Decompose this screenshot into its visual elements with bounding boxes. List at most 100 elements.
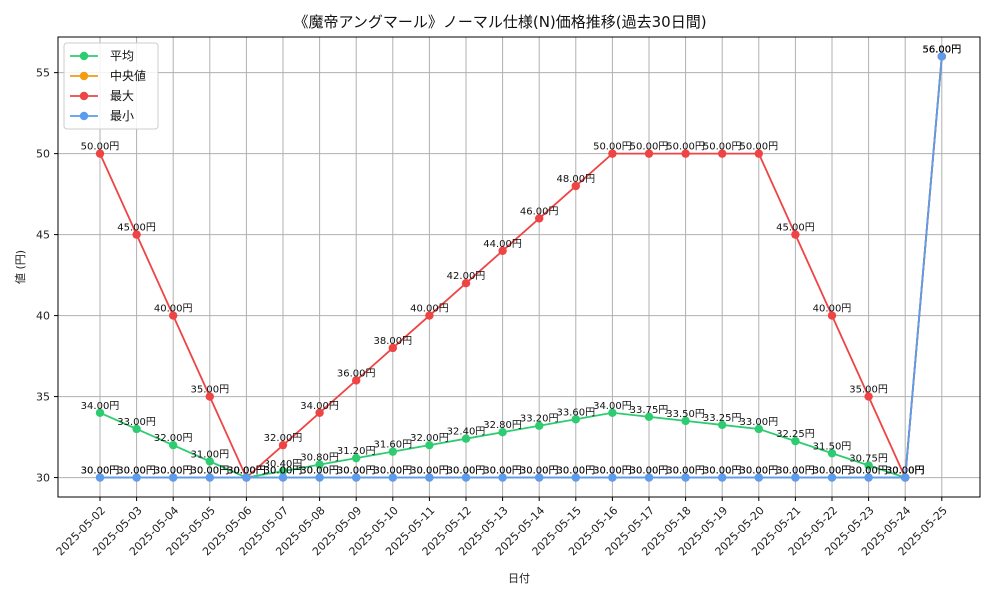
data-label: 38.00円: [373, 336, 412, 347]
legend-item: 中央値: [70, 68, 146, 83]
series-line: [99, 56, 943, 482]
data-label: 56.00円: [922, 44, 961, 55]
data-point: [132, 473, 141, 482]
data-label: 30.00円: [739, 466, 778, 477]
data-label: 40.00円: [410, 304, 449, 315]
data-point: [901, 473, 910, 482]
legend-label: 平均: [110, 49, 134, 63]
data-point: [827, 449, 837, 458]
data-point: [644, 473, 654, 482]
data-label: 46.00円: [520, 206, 559, 217]
data-label: 32.00円: [264, 433, 303, 444]
data-point: [169, 440, 178, 450]
data-label: 50.00円: [703, 142, 742, 153]
data-label: 50.00円: [739, 142, 778, 153]
legend-label: 最小: [110, 109, 134, 123]
data-point: [425, 311, 434, 320]
data-point: [937, 52, 946, 61]
legend-marker: [79, 91, 89, 101]
data-point: [278, 473, 288, 482]
data-label: 33.00円: [117, 417, 156, 428]
data-point: [535, 473, 544, 482]
data-label: 30.00円: [520, 466, 559, 477]
data-point: [498, 428, 507, 437]
legend-item: 平均: [70, 49, 134, 63]
data-point: [754, 424, 763, 434]
data-point: [278, 440, 288, 450]
data-point: [278, 466, 288, 476]
data-point: [315, 460, 324, 469]
legend-box: [63, 42, 159, 130]
data-point: [608, 149, 617, 158]
y-tick-label: 55: [36, 67, 50, 80]
data-point: [315, 408, 324, 417]
data-label: 32.00円: [410, 433, 449, 444]
data-point: [388, 473, 397, 482]
data-label: 30.00円: [630, 466, 669, 477]
data-point: [461, 278, 471, 288]
data-label: 33.60円: [556, 407, 595, 418]
data-label: 30.00円: [337, 466, 376, 477]
data-point: [352, 376, 361, 385]
data-label: 30.00円: [886, 466, 925, 477]
data-label: 30.00円: [227, 466, 266, 477]
data-label: 32.00円: [154, 433, 193, 444]
data-label: 30.00円: [556, 466, 595, 477]
legend-item: 最小: [70, 109, 134, 123]
data-point: [644, 149, 654, 158]
data-point: [608, 408, 617, 417]
legend-item: 最大: [70, 89, 134, 103]
legend-marker: [79, 71, 89, 81]
data-label: 56.00円: [922, 44, 961, 55]
data-label: 56.00円: [922, 44, 961, 55]
data-label: 33.25円: [703, 413, 742, 424]
data-label: 45.00円: [776, 223, 815, 234]
data-label: 50.00円: [666, 142, 705, 153]
data-point: [352, 453, 361, 463]
data-label: 30.00円: [154, 466, 193, 477]
data-point: [754, 149, 763, 158]
data-label: 30.00円: [300, 466, 339, 477]
data-point: [827, 311, 837, 320]
legend-marker: [79, 111, 89, 121]
data-label: 40.00円: [813, 304, 852, 315]
data-label: 30.00円: [190, 466, 229, 477]
y-tick-label: 35: [36, 391, 50, 404]
data-label: 30.00円: [337, 466, 376, 477]
data-point: [425, 473, 434, 482]
data-label: 30.00円: [666, 466, 705, 477]
data-point: [681, 473, 690, 482]
data-point: [388, 447, 397, 456]
legend-label: 中央値: [110, 68, 146, 83]
legend-label: 最大: [110, 89, 134, 103]
data-label: 30.00円: [410, 466, 449, 477]
data-label: 35.00円: [190, 385, 229, 396]
data-point: [205, 457, 214, 466]
data-label: 48.00円: [556, 174, 595, 185]
data-point: [864, 461, 873, 470]
data-label: 31.60円: [373, 440, 412, 451]
data-label: 32.40円: [447, 427, 486, 438]
data-label: 33.50円: [666, 409, 705, 420]
data-point: [608, 473, 617, 482]
data-label: 32.80円: [483, 420, 522, 431]
data-label: 30.00円: [849, 466, 888, 477]
data-label: 30.00円: [264, 466, 303, 477]
data-point: [791, 473, 800, 482]
data-label: 30.00円: [703, 466, 742, 477]
data-point: [864, 473, 873, 482]
data-label: 30.00円: [117, 466, 156, 477]
data-point: [461, 434, 471, 443]
data-label: 36.00円: [337, 368, 376, 379]
data-label: 30.00円: [373, 466, 412, 477]
data-point: [132, 424, 141, 434]
data-point: [791, 230, 800, 239]
data-label: 30.00円: [556, 466, 595, 477]
data-label: 34.00円: [81, 401, 120, 412]
data-label: 30.00円: [703, 466, 742, 477]
data-point: [718, 473, 727, 482]
data-point: [132, 230, 141, 239]
data-label: 30.00円: [227, 466, 266, 477]
